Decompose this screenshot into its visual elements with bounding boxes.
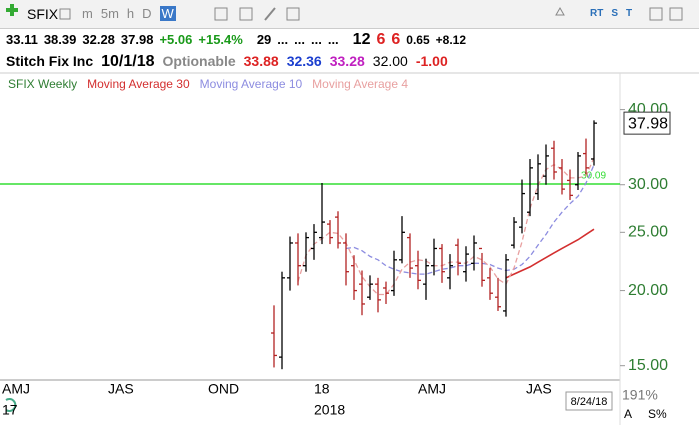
company-name: Stitch Fix Inc xyxy=(6,53,94,69)
quote-value: ... xyxy=(294,32,305,47)
quote-row: 33.11 38.39 32.28 37.98 +5.06 +15.4% 29.......… xyxy=(6,31,466,49)
refresh-icon[interactable] xyxy=(5,398,17,412)
quote-value: 29 xyxy=(256,32,272,47)
interval[interactable]: h xyxy=(126,6,135,21)
interval[interactable]: W xyxy=(159,6,176,21)
scale-button[interactable]: S% xyxy=(648,407,667,421)
info-value: 32.36 xyxy=(286,53,322,69)
y-tick-label: 30.00 xyxy=(628,176,668,193)
quote-value: 12 xyxy=(352,31,371,48)
date-box-label: 8/24/18 xyxy=(571,396,608,408)
toolbar-label[interactable]: S xyxy=(611,8,619,19)
price-label: 37.98 xyxy=(628,115,668,132)
toolbar-label[interactable]: RT xyxy=(590,8,604,19)
right-labels: RT S T xyxy=(590,8,632,19)
y-tick-label: 15.00 xyxy=(628,357,668,374)
x-tick-label: JAS xyxy=(526,381,552,397)
interval[interactable]: 5m xyxy=(100,6,119,21)
quote-value: 33.11 xyxy=(6,32,38,47)
quote-value: ... xyxy=(277,32,289,47)
icon[interactable] xyxy=(264,7,276,21)
icon[interactable] xyxy=(59,8,71,20)
legend-item[interactable]: Moving Average 30 xyxy=(87,77,190,91)
quote-value: ... xyxy=(327,32,339,47)
zoom[interactable]: 191% xyxy=(622,387,658,403)
toolbar-icons xyxy=(6,4,683,21)
quote-value: 6 xyxy=(376,31,386,48)
moving-average xyxy=(345,164,595,275)
date-box xyxy=(565,391,613,411)
info-value: 33.28 xyxy=(329,53,365,69)
moving-average xyxy=(297,157,595,296)
legend-item[interactable]: SFIX Weekly xyxy=(8,77,78,91)
quote-value: +5.06 xyxy=(159,32,193,47)
quote-value: ... xyxy=(310,32,322,47)
quote-value: 0.65 xyxy=(406,33,430,47)
icon[interactable] xyxy=(669,7,683,21)
toolbar-label[interactable]: T xyxy=(626,8,633,19)
legend-item[interactable]: Moving Average 4 xyxy=(312,77,409,91)
quote-value: 6 xyxy=(391,31,401,48)
symbol[interactable]: SFIX xyxy=(27,6,59,22)
intervals: m 5m h D W xyxy=(82,6,176,21)
level-label: 30.09 xyxy=(581,171,606,182)
legend: SFIX Weekly Moving Average 30 Moving Avera… xyxy=(8,77,408,91)
icon[interactable] xyxy=(214,7,228,21)
legend-item[interactable]: Moving Average 10 xyxy=(199,77,303,91)
interval[interactable]: D xyxy=(142,6,152,21)
toolbar: SFIX m 5m h D W RT S T xyxy=(0,0,699,29)
x-tick-label: 17 xyxy=(2,402,18,418)
price-box xyxy=(623,111,671,135)
icon[interactable] xyxy=(555,6,565,16)
quote-value: +8.12 xyxy=(435,33,467,47)
optionable: Optionable xyxy=(162,53,236,69)
quote-value: 32.28 xyxy=(82,32,115,47)
x-tick-label: JAS xyxy=(108,381,134,397)
x-tick-label: OND xyxy=(208,381,239,397)
interval[interactable]: m xyxy=(82,6,93,21)
x-tick-label: AMJ xyxy=(418,381,446,397)
info-value: -1.00 xyxy=(415,53,448,69)
x-tick-label: 2018 xyxy=(314,402,345,418)
add-icon[interactable] xyxy=(10,4,14,16)
quote-value: 37.98 xyxy=(120,32,154,47)
icon[interactable] xyxy=(286,7,300,21)
info-value: 33.88 xyxy=(243,53,279,69)
quote-value: +15.4% xyxy=(198,32,243,47)
moving-average xyxy=(505,228,595,279)
date: 10/1/18 xyxy=(101,53,155,70)
x-tick-label: 18 xyxy=(314,381,330,397)
icon[interactable] xyxy=(649,7,663,21)
y-tick-label: 25.00 xyxy=(628,224,668,241)
quote-value: 38.39 xyxy=(43,32,77,47)
info-value: 32.00 xyxy=(372,53,408,69)
x-tick-label: AMJ xyxy=(2,381,30,397)
icon[interactable] xyxy=(239,7,253,21)
info-row: Stitch Fix Inc 10/1/18 Optionable 33.88 3… xyxy=(6,53,448,71)
scale-button[interactable]: A xyxy=(624,407,632,421)
y-tick-label: 20.00 xyxy=(628,282,668,299)
